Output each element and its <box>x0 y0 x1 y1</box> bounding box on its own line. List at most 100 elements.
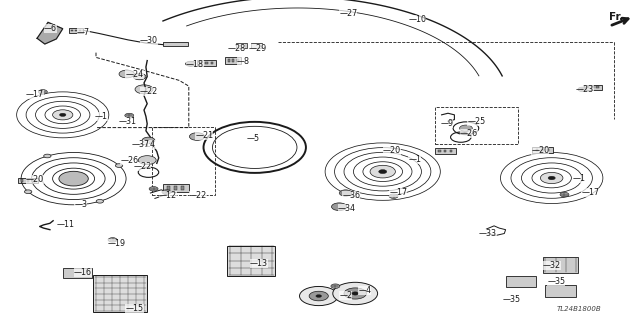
Circle shape <box>60 113 66 116</box>
Circle shape <box>339 190 352 196</box>
Bar <box>163 184 189 192</box>
Circle shape <box>149 187 158 191</box>
Circle shape <box>38 90 47 94</box>
Bar <box>536 149 538 152</box>
Text: —27: —27 <box>339 9 358 18</box>
Circle shape <box>379 170 387 174</box>
Polygon shape <box>37 22 63 44</box>
Bar <box>227 246 275 276</box>
Bar <box>205 62 207 64</box>
Bar <box>27 179 29 182</box>
Bar <box>69 28 83 33</box>
Text: —31: —31 <box>118 117 136 126</box>
Text: —14: —14 <box>138 140 156 149</box>
Bar <box>232 59 234 62</box>
Text: —28: —28 <box>227 44 245 53</box>
Circle shape <box>344 288 367 299</box>
Text: —26: —26 <box>120 156 138 165</box>
Circle shape <box>96 199 104 203</box>
Bar <box>197 60 216 66</box>
Text: —25: —25 <box>467 117 486 126</box>
Bar <box>532 147 553 153</box>
Text: —2: —2 <box>339 291 353 300</box>
Text: —22: —22 <box>133 162 152 171</box>
Bar <box>228 59 230 62</box>
Bar <box>236 43 247 48</box>
Circle shape <box>189 133 205 140</box>
Text: —19: —19 <box>108 239 125 248</box>
Bar <box>225 57 241 64</box>
Circle shape <box>352 292 358 295</box>
Text: —29: —29 <box>248 44 267 53</box>
Circle shape <box>389 194 398 198</box>
Circle shape <box>133 73 146 80</box>
Circle shape <box>115 164 123 167</box>
Text: —13: —13 <box>250 259 268 268</box>
Bar <box>18 178 38 183</box>
Text: —35: —35 <box>547 277 565 286</box>
Text: —6: —6 <box>44 24 56 33</box>
Circle shape <box>548 176 556 180</box>
Text: TL24B1800B: TL24B1800B <box>557 306 602 312</box>
Text: —34: —34 <box>338 204 356 213</box>
Text: —26: —26 <box>460 130 477 138</box>
Text: —3: —3 <box>74 200 87 209</box>
Bar <box>541 149 544 152</box>
Bar <box>547 149 550 152</box>
Bar <box>93 275 147 312</box>
Text: —17: —17 <box>581 189 599 197</box>
Bar <box>584 85 602 90</box>
Circle shape <box>44 154 51 158</box>
Bar <box>586 86 589 88</box>
Text: —17: —17 <box>389 189 407 197</box>
Circle shape <box>119 70 134 78</box>
Text: —1: —1 <box>408 155 421 164</box>
Text: —1: —1 <box>573 174 586 183</box>
Text: —37: —37 <box>131 140 149 149</box>
Text: —10: —10 <box>408 15 426 24</box>
Bar <box>200 62 202 64</box>
Circle shape <box>186 61 196 66</box>
Bar <box>444 150 447 152</box>
Text: —12: —12 <box>159 191 177 200</box>
Bar <box>211 62 213 64</box>
Text: —17: —17 <box>26 90 44 99</box>
Text: —7: —7 <box>77 28 90 37</box>
Text: —22: —22 <box>140 87 158 96</box>
Circle shape <box>59 171 88 186</box>
Bar <box>71 30 73 32</box>
Circle shape <box>300 286 338 306</box>
Circle shape <box>560 192 569 197</box>
Text: —20: —20 <box>531 146 549 155</box>
Bar <box>596 86 598 88</box>
Bar <box>450 150 452 152</box>
Text: —33: —33 <box>479 229 497 238</box>
Bar <box>181 186 184 189</box>
Circle shape <box>162 190 171 194</box>
Text: —5: —5 <box>246 134 260 143</box>
Bar <box>251 43 262 48</box>
Bar <box>21 179 24 182</box>
Bar <box>75 30 77 32</box>
Text: —23: —23 <box>576 85 594 94</box>
Text: —8: —8 <box>237 57 250 66</box>
Circle shape <box>333 282 378 305</box>
Circle shape <box>108 238 117 242</box>
Bar <box>438 150 441 152</box>
Bar <box>152 127 215 195</box>
Circle shape <box>24 190 32 194</box>
Text: —4: —4 <box>358 286 371 295</box>
Text: Fr.: Fr. <box>609 12 623 22</box>
Circle shape <box>540 172 563 184</box>
Text: —36: —36 <box>342 191 360 200</box>
Circle shape <box>370 165 396 178</box>
Text: —24: —24 <box>125 70 143 79</box>
Bar <box>435 107 518 144</box>
Text: —9: —9 <box>440 119 454 128</box>
Circle shape <box>331 284 340 288</box>
Text: —30: —30 <box>140 36 157 45</box>
Bar <box>237 59 239 62</box>
Bar <box>33 179 35 182</box>
Circle shape <box>578 87 587 92</box>
Bar <box>543 257 578 273</box>
